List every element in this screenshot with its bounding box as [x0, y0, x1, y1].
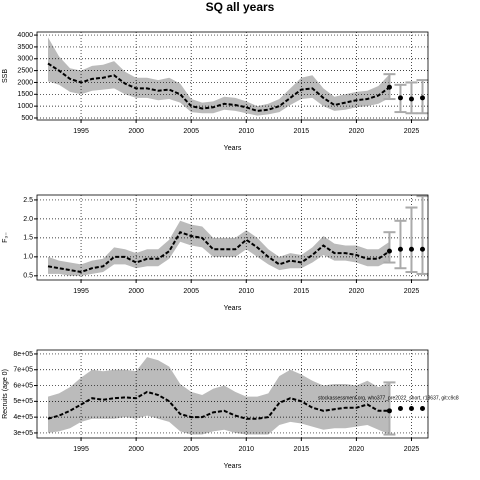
x-axis-label: Years [224, 305, 242, 312]
y-tick-label: 2000 [17, 79, 33, 86]
y-tick-label: 1.5 [23, 235, 33, 242]
projection-point [408, 96, 414, 102]
y-tick-label: 8e+05 [13, 351, 33, 358]
y-tick-label: 6e+05 [13, 382, 33, 389]
y-tick-label: 1000 [17, 103, 33, 110]
projection-point [419, 405, 425, 411]
y-tick-label: 1.0 [23, 254, 33, 261]
x-tick-label: 2005 [183, 128, 199, 135]
x-tick-label: 2000 [128, 288, 144, 295]
projection-point [397, 95, 403, 101]
x-tick-label: 1995 [73, 288, 89, 295]
y-tick-label: 5e+05 [13, 398, 33, 405]
x-tick-label: 2025 [404, 128, 420, 135]
y-tick-label: 4000 [17, 32, 33, 39]
x-tick-label: 2000 [128, 446, 144, 453]
y-tick-label: 0.5 [23, 273, 33, 280]
x-tick-label: 2005 [183, 446, 199, 453]
x-tick-label: 2010 [238, 446, 254, 453]
confidence-band [48, 37, 390, 116]
x-tick-label: 1995 [73, 128, 89, 135]
y-axis-label: SSB [2, 69, 9, 83]
x-tick-label: 2020 [349, 128, 365, 135]
projection-point [397, 405, 403, 411]
x-tick-label: 2000 [128, 128, 144, 135]
y-tick-label: 2.0 [23, 216, 33, 223]
x-axis-label: Years [224, 463, 242, 470]
estimate-line [47, 230, 391, 274]
confidence-band [48, 357, 390, 435]
y-tick-label: 500 [21, 115, 33, 122]
x-axis-label: Years [224, 145, 242, 152]
projection-point [408, 246, 414, 252]
projection-point [419, 246, 425, 252]
y-axis-label: F₃₋ [2, 232, 9, 243]
projection-point [408, 405, 414, 411]
y-tick-label: 2500 [17, 67, 33, 74]
x-tick-label: 2010 [238, 288, 254, 295]
x-tick-label: 2025 [404, 446, 420, 453]
x-tick-label: 1995 [73, 446, 89, 453]
y-tick-label: 7e+05 [13, 367, 33, 374]
projection-point [386, 408, 392, 414]
x-tick-label: 2015 [294, 446, 310, 453]
x-tick-label: 2015 [294, 288, 310, 295]
x-tick-label: 2005 [183, 288, 199, 295]
chart-title: SQ all years [206, 0, 275, 14]
x-tick-label: 2020 [349, 446, 365, 453]
estimate-line [47, 62, 391, 112]
y-tick-label: 3500 [17, 44, 33, 51]
projection-point [386, 248, 392, 254]
y-tick-label: 3000 [17, 56, 33, 63]
y-axis-label: Recruits (age 0) [2, 369, 9, 419]
projection-point [386, 84, 392, 90]
x-tick-label: 2020 [349, 288, 365, 295]
y-tick-label: 4e+05 [13, 414, 33, 421]
y-tick-label: 1500 [17, 91, 33, 98]
y-tick-label: 2.5 [23, 197, 33, 204]
x-tick-label: 2010 [238, 128, 254, 135]
x-tick-label: 2025 [404, 288, 420, 295]
projection-point [397, 246, 403, 252]
y-tick-label: 3e+05 [13, 430, 33, 437]
annotation: stockassessment.org, who377_pre2022_shor… [318, 395, 459, 401]
x-tick-label: 2015 [294, 128, 310, 135]
estimate-line [47, 390, 390, 420]
plot-frame [36, 31, 429, 121]
plot-frame [36, 349, 429, 439]
projection-point [419, 95, 425, 101]
